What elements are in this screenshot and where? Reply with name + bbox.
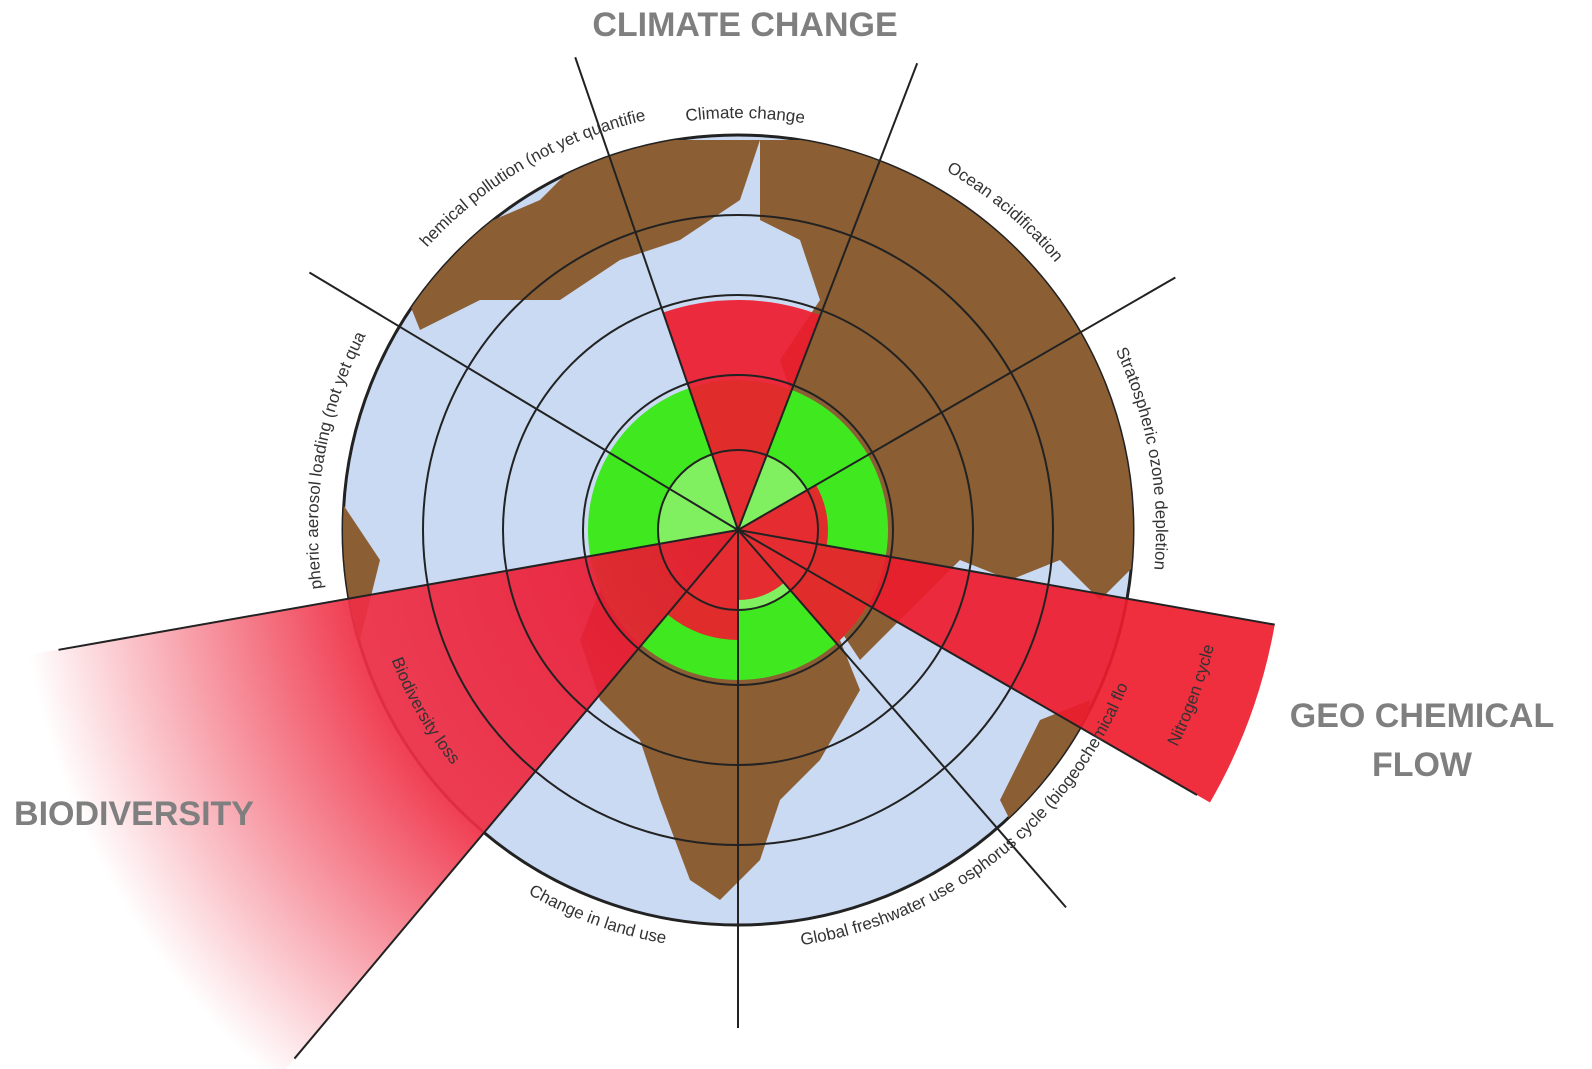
boundary-wedge [738,530,1275,803]
spoke [737,529,1067,909]
boundary-wedges [28,300,1275,1069]
segment-label-text: Climate change [684,103,806,127]
boundary-wedge [667,530,738,640]
boundary-wedge [28,530,738,1069]
boundary-wedge [738,530,784,600]
spoke [58,529,739,651]
spoke [737,276,1176,531]
spoke [308,271,739,531]
heading-biodiversity: BIODIVERSITY [14,795,254,833]
spoke [737,529,1198,796]
heading-climate-change: CLIMATE CHANGE [592,6,897,44]
spoke [737,62,919,531]
boundary-wedge [738,530,868,644]
boundary-wedge [738,485,828,546]
heading-geo-chemical-flow: GEO CHEMICAL [1290,697,1554,735]
spoke [293,529,739,1060]
spoke [574,56,739,531]
heading-geo-chemical-flow: FLOW [1372,746,1473,784]
boundary-wedge [663,300,821,530]
segment-label: Climate change [684,103,806,127]
spoke [737,529,1275,626]
segment-label: Atmospheric aerosol loading (not yet qua… [0,0,370,591]
land-europe-north [400,140,760,330]
segment-label-text: Atmospheric aerosol loading (not yet qua… [0,0,370,591]
spokes [58,56,1275,1060]
